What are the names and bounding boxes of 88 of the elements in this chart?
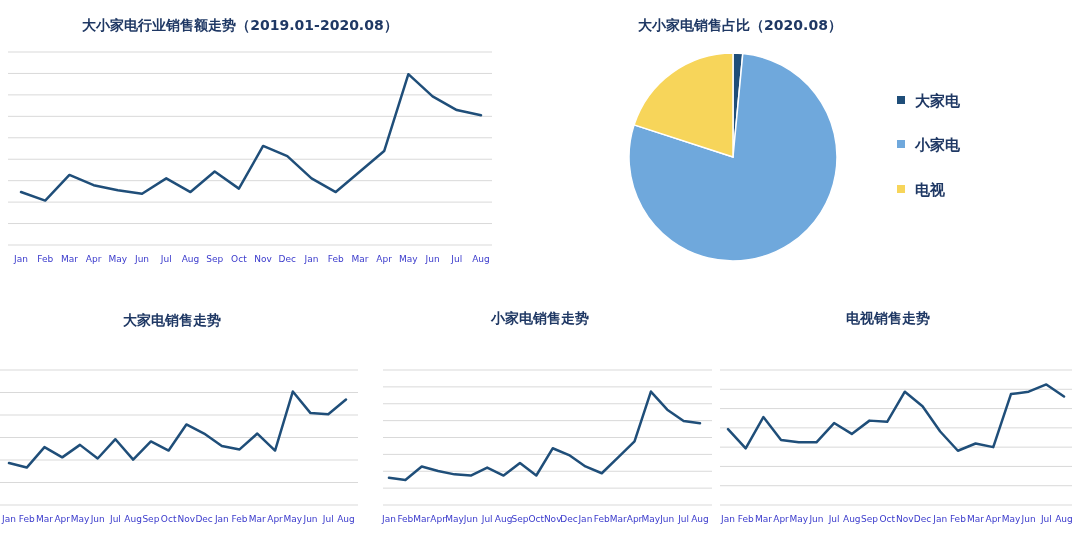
- x-tick-label: Sep: [860, 514, 879, 524]
- x-tick-label: Feb: [327, 254, 344, 264]
- x-tick-label: Jan: [577, 514, 593, 524]
- x-tick-label: Jul: [108, 514, 121, 524]
- x-tick-label: Jun: [89, 514, 105, 524]
- x-tick-label: Apr: [376, 254, 393, 264]
- x-tick-label: Jun: [462, 514, 478, 524]
- x-tick-label: Oct: [231, 254, 248, 264]
- x-tick-label: May: [283, 514, 303, 524]
- x-tick-label: Jan: [932, 514, 948, 524]
- x-tick-label: Jan: [720, 514, 735, 524]
- x-tick-label: Aug: [337, 514, 355, 524]
- x-tick-label: Oct: [879, 514, 896, 524]
- x-tick-label: Sep: [511, 514, 529, 524]
- x-tick-label: Jul: [321, 514, 334, 524]
- x-tick-label: Jul: [827, 514, 840, 524]
- x-tick-label: Feb: [37, 254, 54, 264]
- x-tick-label: Mar: [60, 254, 79, 264]
- x-tick-label: Feb: [18, 514, 35, 524]
- x-tick-label: Feb: [949, 514, 967, 524]
- x-tick-label: Aug: [494, 514, 513, 524]
- x-tick-label: Aug: [691, 514, 709, 524]
- x-tick-label: Jan: [303, 254, 319, 264]
- x-tick-label: Jul: [159, 254, 172, 264]
- x-tick-label: Apr: [54, 514, 71, 524]
- chart-title: 大家电销售走势: [123, 312, 221, 328]
- x-tick-label: Jul: [677, 514, 690, 524]
- x-tick-label: Jun: [808, 514, 824, 524]
- x-tick-label: Jun: [424, 254, 440, 264]
- x-tick-label: Feb: [737, 514, 754, 524]
- x-tick-label: Jul: [1039, 514, 1052, 524]
- x-tick-label: Nov: [254, 254, 273, 264]
- pie-slice: [628, 52, 838, 262]
- x-tick-label: Apr: [267, 514, 284, 524]
- x-tick-label: Feb: [397, 514, 414, 524]
- x-tick-label: Dec: [560, 514, 578, 524]
- x-tick-label: May: [108, 254, 128, 264]
- chart-title: 电视销售走势: [846, 310, 930, 326]
- x-tick-label: Jun: [659, 514, 675, 524]
- x-tick-label: Sep: [142, 514, 160, 524]
- x-tick-label: Mar: [351, 254, 369, 264]
- x-tick-label: Apr: [773, 514, 790, 524]
- x-tick-label: Mar: [967, 514, 985, 524]
- x-tick-label: Nov: [896, 514, 915, 524]
- x-tick-label: Oct: [160, 514, 177, 524]
- x-tick-label: Jan: [13, 254, 28, 264]
- x-tick-label: May: [789, 514, 809, 524]
- x-tick-label: Sep: [206, 254, 224, 264]
- x-tick-label: May: [399, 254, 419, 264]
- x-tick-label: May: [641, 514, 661, 524]
- x-tick-label: Feb: [231, 514, 248, 524]
- x-tick-label: Jan: [1, 514, 16, 524]
- x-tick-label: Jan: [381, 514, 396, 524]
- x-tick-label: Aug: [124, 514, 142, 524]
- x-tick-label: May: [1001, 514, 1021, 524]
- x-tick-label: Aug: [1055, 514, 1073, 524]
- x-tick-label: Mar: [754, 514, 773, 524]
- chart-title: 大小家电销售占比（2020.08）: [638, 17, 842, 33]
- x-tick-label: May: [70, 514, 90, 524]
- x-tick-label: Mar: [35, 514, 54, 524]
- x-tick-label: Aug: [843, 514, 861, 524]
- x-tick-label: Apr: [626, 514, 643, 524]
- x-tick-label: Dec: [913, 514, 932, 524]
- x-tick-label: Jun: [134, 254, 150, 264]
- x-tick-label: May: [445, 514, 465, 524]
- chart-title: 大小家电行业销售额走势（2019.01-2020.08）: [82, 17, 398, 33]
- x-tick-label: Feb: [593, 514, 611, 524]
- x-tick-label: Jul: [480, 514, 493, 524]
- x-tick-label: Apr: [430, 514, 447, 524]
- x-tick-label: Jan: [213, 514, 229, 524]
- x-tick-label: Dec: [278, 254, 297, 264]
- x-tick-label: Aug: [472, 254, 490, 264]
- x-tick-label: Mar: [609, 514, 627, 524]
- x-tick-label: Oct: [528, 514, 545, 524]
- x-tick-label: Jul: [450, 254, 463, 264]
- x-tick-label: Mar: [413, 514, 431, 524]
- x-tick-label: Apr: [85, 254, 102, 264]
- x-tick-label: Nov: [177, 514, 196, 524]
- x-tick-label: Mar: [248, 514, 267, 524]
- x-tick-label: Apr: [985, 514, 1002, 524]
- legend-label: 小家电: [914, 136, 961, 154]
- x-tick-label: Jun: [1020, 514, 1036, 524]
- legend-label: 电视: [915, 181, 945, 199]
- legend-label: 大家电: [915, 92, 961, 110]
- x-tick-label: Aug: [181, 254, 200, 264]
- chart-title: 小家电销售走势: [490, 310, 589, 326]
- x-tick-label: Dec: [195, 514, 213, 524]
- x-tick-label: Jun: [302, 514, 318, 524]
